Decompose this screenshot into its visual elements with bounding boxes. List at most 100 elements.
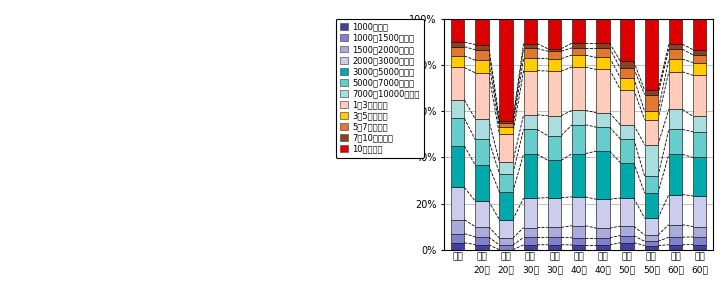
- Bar: [475, 244, 488, 250]
- Bar: [451, 234, 464, 243]
- Bar: [499, 134, 513, 162]
- Bar: [475, 45, 488, 50]
- Bar: [620, 19, 634, 61]
- Bar: [572, 226, 585, 238]
- Bar: [475, 73, 488, 119]
- Bar: [572, 197, 585, 226]
- Bar: [523, 198, 537, 228]
- Bar: [475, 50, 488, 60]
- Bar: [475, 140, 488, 165]
- Bar: [693, 63, 706, 75]
- Bar: [644, 235, 658, 241]
- Bar: [548, 227, 561, 237]
- Bar: [620, 236, 634, 243]
- Bar: [451, 118, 464, 146]
- Bar: [596, 43, 609, 48]
- Bar: [523, 44, 537, 49]
- Bar: [572, 48, 585, 55]
- Bar: [523, 19, 537, 44]
- Bar: [548, 245, 561, 250]
- Bar: [499, 121, 513, 123]
- Bar: [499, 123, 513, 127]
- Bar: [499, 238, 513, 245]
- Bar: [669, 19, 682, 44]
- Bar: [644, 246, 658, 250]
- Bar: [451, 220, 464, 234]
- Bar: [451, 19, 464, 42]
- Bar: [451, 56, 464, 67]
- Bar: [572, 245, 585, 250]
- Bar: [620, 163, 634, 198]
- Bar: [669, 129, 682, 154]
- Bar: [548, 116, 561, 136]
- Bar: [499, 127, 513, 134]
- Bar: [596, 238, 609, 245]
- Bar: [548, 136, 561, 160]
- Bar: [693, 227, 706, 237]
- Bar: [548, 237, 561, 245]
- Bar: [548, 160, 561, 198]
- Bar: [475, 237, 488, 244]
- Bar: [548, 51, 561, 59]
- Bar: [523, 49, 537, 58]
- Bar: [596, 245, 609, 250]
- Bar: [620, 243, 634, 250]
- Bar: [596, 113, 609, 127]
- Bar: [475, 201, 488, 227]
- Bar: [596, 151, 609, 199]
- Bar: [644, 218, 658, 235]
- Bar: [572, 43, 585, 48]
- Bar: [596, 48, 609, 58]
- Bar: [693, 50, 706, 55]
- Bar: [499, 245, 513, 250]
- Bar: [572, 153, 585, 197]
- Bar: [475, 165, 488, 201]
- Bar: [644, 120, 658, 145]
- Bar: [523, 71, 537, 115]
- Bar: [669, 154, 682, 194]
- Bar: [572, 55, 585, 67]
- Legend: 1000円未満, 1000〜1500円未満, 1500〜2000円未満, 2000〜3000円未満, 3000〜5000円未満, 5000〜7000円未満, 7: 1000円未満, 1000〜1500円未満, 1500〜2000円未満, 200…: [336, 18, 424, 158]
- Bar: [644, 19, 658, 90]
- Bar: [620, 68, 634, 78]
- Bar: [475, 60, 488, 73]
- Bar: [620, 90, 634, 125]
- Bar: [644, 90, 658, 95]
- Bar: [548, 198, 561, 227]
- Bar: [451, 42, 464, 47]
- Bar: [548, 59, 561, 71]
- Bar: [644, 145, 658, 176]
- Bar: [548, 71, 561, 116]
- Bar: [523, 228, 537, 238]
- Bar: [523, 115, 537, 129]
- Bar: [669, 59, 682, 72]
- Bar: [693, 158, 706, 196]
- Bar: [451, 100, 464, 118]
- Bar: [693, 244, 706, 250]
- Bar: [548, 19, 561, 49]
- Bar: [572, 67, 585, 110]
- Bar: [693, 196, 706, 227]
- Bar: [499, 174, 513, 192]
- Bar: [644, 95, 658, 111]
- Bar: [596, 19, 609, 43]
- Bar: [451, 146, 464, 188]
- Bar: [620, 78, 634, 90]
- Bar: [693, 237, 706, 244]
- Bar: [669, 49, 682, 59]
- Bar: [451, 67, 464, 100]
- Bar: [523, 58, 537, 71]
- Bar: [451, 188, 464, 220]
- Bar: [669, 237, 682, 245]
- Bar: [693, 55, 706, 63]
- Bar: [572, 238, 585, 245]
- Bar: [499, 192, 513, 220]
- Bar: [669, 194, 682, 225]
- Bar: [523, 245, 537, 250]
- Bar: [451, 243, 464, 250]
- Bar: [523, 129, 537, 154]
- Bar: [548, 49, 561, 51]
- Bar: [596, 58, 609, 69]
- Bar: [475, 119, 488, 140]
- Bar: [475, 19, 488, 45]
